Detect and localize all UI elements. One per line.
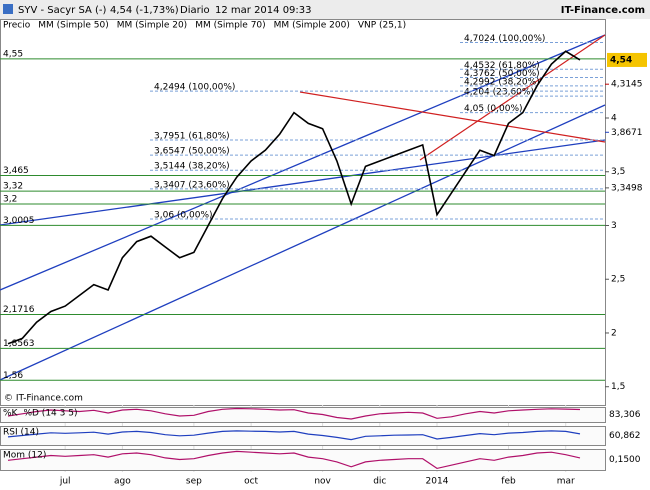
x-tick-label: sep <box>186 477 202 487</box>
level-label: 1,8563 <box>3 339 35 349</box>
fib-label: 4,204 (23,60%) <box>464 88 534 98</box>
x-tick-label: feb <box>501 477 516 487</box>
level-label: 4,55 <box>3 49 23 59</box>
legend-entry: MM (Simple 50) <box>38 21 108 31</box>
marker-label: 3,3498 <box>611 183 643 193</box>
fib-label: 4,3762 (50,00%) <box>464 69 540 79</box>
level-label: 2,1716 <box>3 305 35 315</box>
date: 12 mar 2014 09:33 <box>215 5 312 16</box>
level-label: 3,465 <box>3 166 29 176</box>
fib-label: 3,5144 (38,20%) <box>154 162 230 172</box>
legend-entry: MM (Simple 20) <box>117 21 187 31</box>
header-icon <box>3 4 13 14</box>
fib-label: 3,7951 (61,80%) <box>154 132 230 142</box>
x-tick-label: ago <box>114 477 131 487</box>
y-tick-label: 2,5 <box>611 275 625 285</box>
legend-entry: MM (Simple 70) <box>195 21 265 31</box>
y-tick-label: 3 <box>611 221 617 231</box>
quote: 4,54 (-1,73%) <box>110 5 179 16</box>
panel-frame <box>0 426 606 446</box>
fib-label: 4,2494 (100,00%) <box>154 83 235 93</box>
indicator-line <box>7 430 581 441</box>
marker-label: 4,54 <box>610 55 632 65</box>
indicator-line <box>7 450 581 470</box>
panel-frame <box>0 449 606 471</box>
brand: IT-Finance.com <box>561 5 645 16</box>
y-tick-label: 2 <box>611 328 617 338</box>
y-tick-label: 3,5 <box>611 167 625 177</box>
watermark: © IT-Finance.com <box>4 394 83 404</box>
x-tick-label: mar <box>557 477 575 487</box>
panel-title: RSI (14) <box>3 428 39 438</box>
marker-label: 4,3145 <box>611 80 643 90</box>
marker-label: 3,8671 <box>611 128 643 138</box>
fib-label: 4,7024 (100,00%) <box>464 34 545 44</box>
fib-label: 4,2992 (38,20%) <box>464 77 540 87</box>
fib-label: 3,3407 (23,60%) <box>154 180 230 190</box>
panel-value: 83,306 <box>609 410 641 420</box>
trend-line <box>0 104 606 381</box>
x-tick-label: 2014 <box>426 477 449 487</box>
fib-label: 4,4532 (61,80%) <box>464 61 540 71</box>
trend-line <box>0 139 606 226</box>
x-tick-label: dic <box>373 477 386 487</box>
plot-frame <box>0 19 606 406</box>
panel-title: %K <box>3 409 19 419</box>
price-line <box>7 50 581 345</box>
panel-frame <box>0 407 606 423</box>
fib-label: 3,6547 (50,00%) <box>154 147 230 157</box>
level-label: 3,0005 <box>3 216 35 226</box>
legend-entry: VNP (25,1) <box>358 21 406 31</box>
period: Diario <box>180 5 210 16</box>
fib-label: 3,06 (0,00%) <box>154 211 213 221</box>
trend-line <box>299 91 606 143</box>
legend-entry: MM (Simple 200) <box>274 21 350 31</box>
price-marker <box>607 52 647 67</box>
trend-line <box>0 34 606 291</box>
fib-label: 4,05 (0,00%) <box>464 104 523 114</box>
level-label: 3,32 <box>3 182 23 192</box>
x-tick-label: nov <box>314 477 331 487</box>
x-tick-label: jul <box>59 477 71 487</box>
y-tick-label: 4 <box>611 113 617 123</box>
level-label: 1,56 <box>3 371 23 381</box>
header-bar <box>0 0 650 19</box>
panel-value: 0,1500 <box>609 455 641 465</box>
symbol: SYV - Sacyr SA (-) <box>18 5 107 16</box>
panel-title: Mom (12) <box>3 451 46 461</box>
indicator-line <box>7 407 581 420</box>
y-tick-label: 1,5 <box>611 382 625 392</box>
level-label: 3,2 <box>3 194 17 204</box>
legend-entry: Precio <box>3 21 31 31</box>
panel-subtitle: %D (14 3 5) <box>23 409 77 419</box>
x-tick-label: oct <box>244 477 258 487</box>
panel-value: 60,862 <box>609 431 641 441</box>
